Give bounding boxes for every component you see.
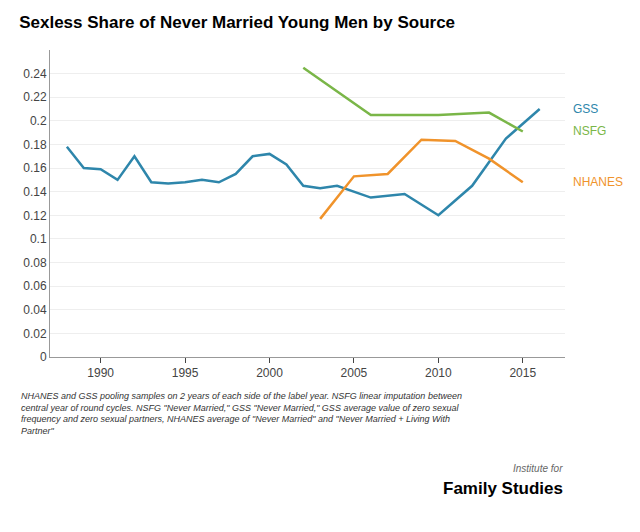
svg-text:0.08: 0.08	[23, 256, 47, 270]
svg-text:2010: 2010	[425, 366, 452, 380]
svg-text:0.14: 0.14	[23, 185, 47, 199]
svg-text:0.2: 0.2	[30, 114, 47, 128]
svg-text:GSS: GSS	[573, 102, 598, 116]
svg-text:0.1: 0.1	[30, 232, 47, 246]
svg-text:Institute for: Institute for	[513, 463, 563, 474]
svg-text:1995: 1995	[172, 366, 199, 380]
svg-text:1990: 1990	[87, 366, 114, 380]
svg-text:0.04: 0.04	[23, 303, 47, 317]
svg-text:0.12: 0.12	[23, 209, 47, 223]
svg-text:NSFG: NSFG	[573, 124, 606, 138]
svg-text:2005: 2005	[341, 366, 368, 380]
svg-text:NHANES: NHANES	[573, 175, 623, 189]
svg-text:Sexless Share of Never Married: Sexless Share of Never Married Young Men…	[19, 13, 455, 32]
svg-text:0.24: 0.24	[23, 67, 47, 81]
svg-text:0.16: 0.16	[23, 161, 47, 175]
svg-text:0: 0	[40, 350, 47, 364]
svg-text:NHANES and GSS pooling samples: NHANES and GSS pooling samples on 2 year…	[21, 391, 462, 436]
svg-text:2000: 2000	[256, 366, 283, 380]
svg-text:0.02: 0.02	[23, 327, 47, 341]
svg-text:2015: 2015	[509, 366, 536, 380]
svg-text:0.18: 0.18	[23, 138, 47, 152]
svg-text:0.22: 0.22	[23, 90, 47, 104]
svg-text:Family Studies: Family Studies	[443, 479, 563, 498]
svg-text:0.06: 0.06	[23, 279, 47, 293]
